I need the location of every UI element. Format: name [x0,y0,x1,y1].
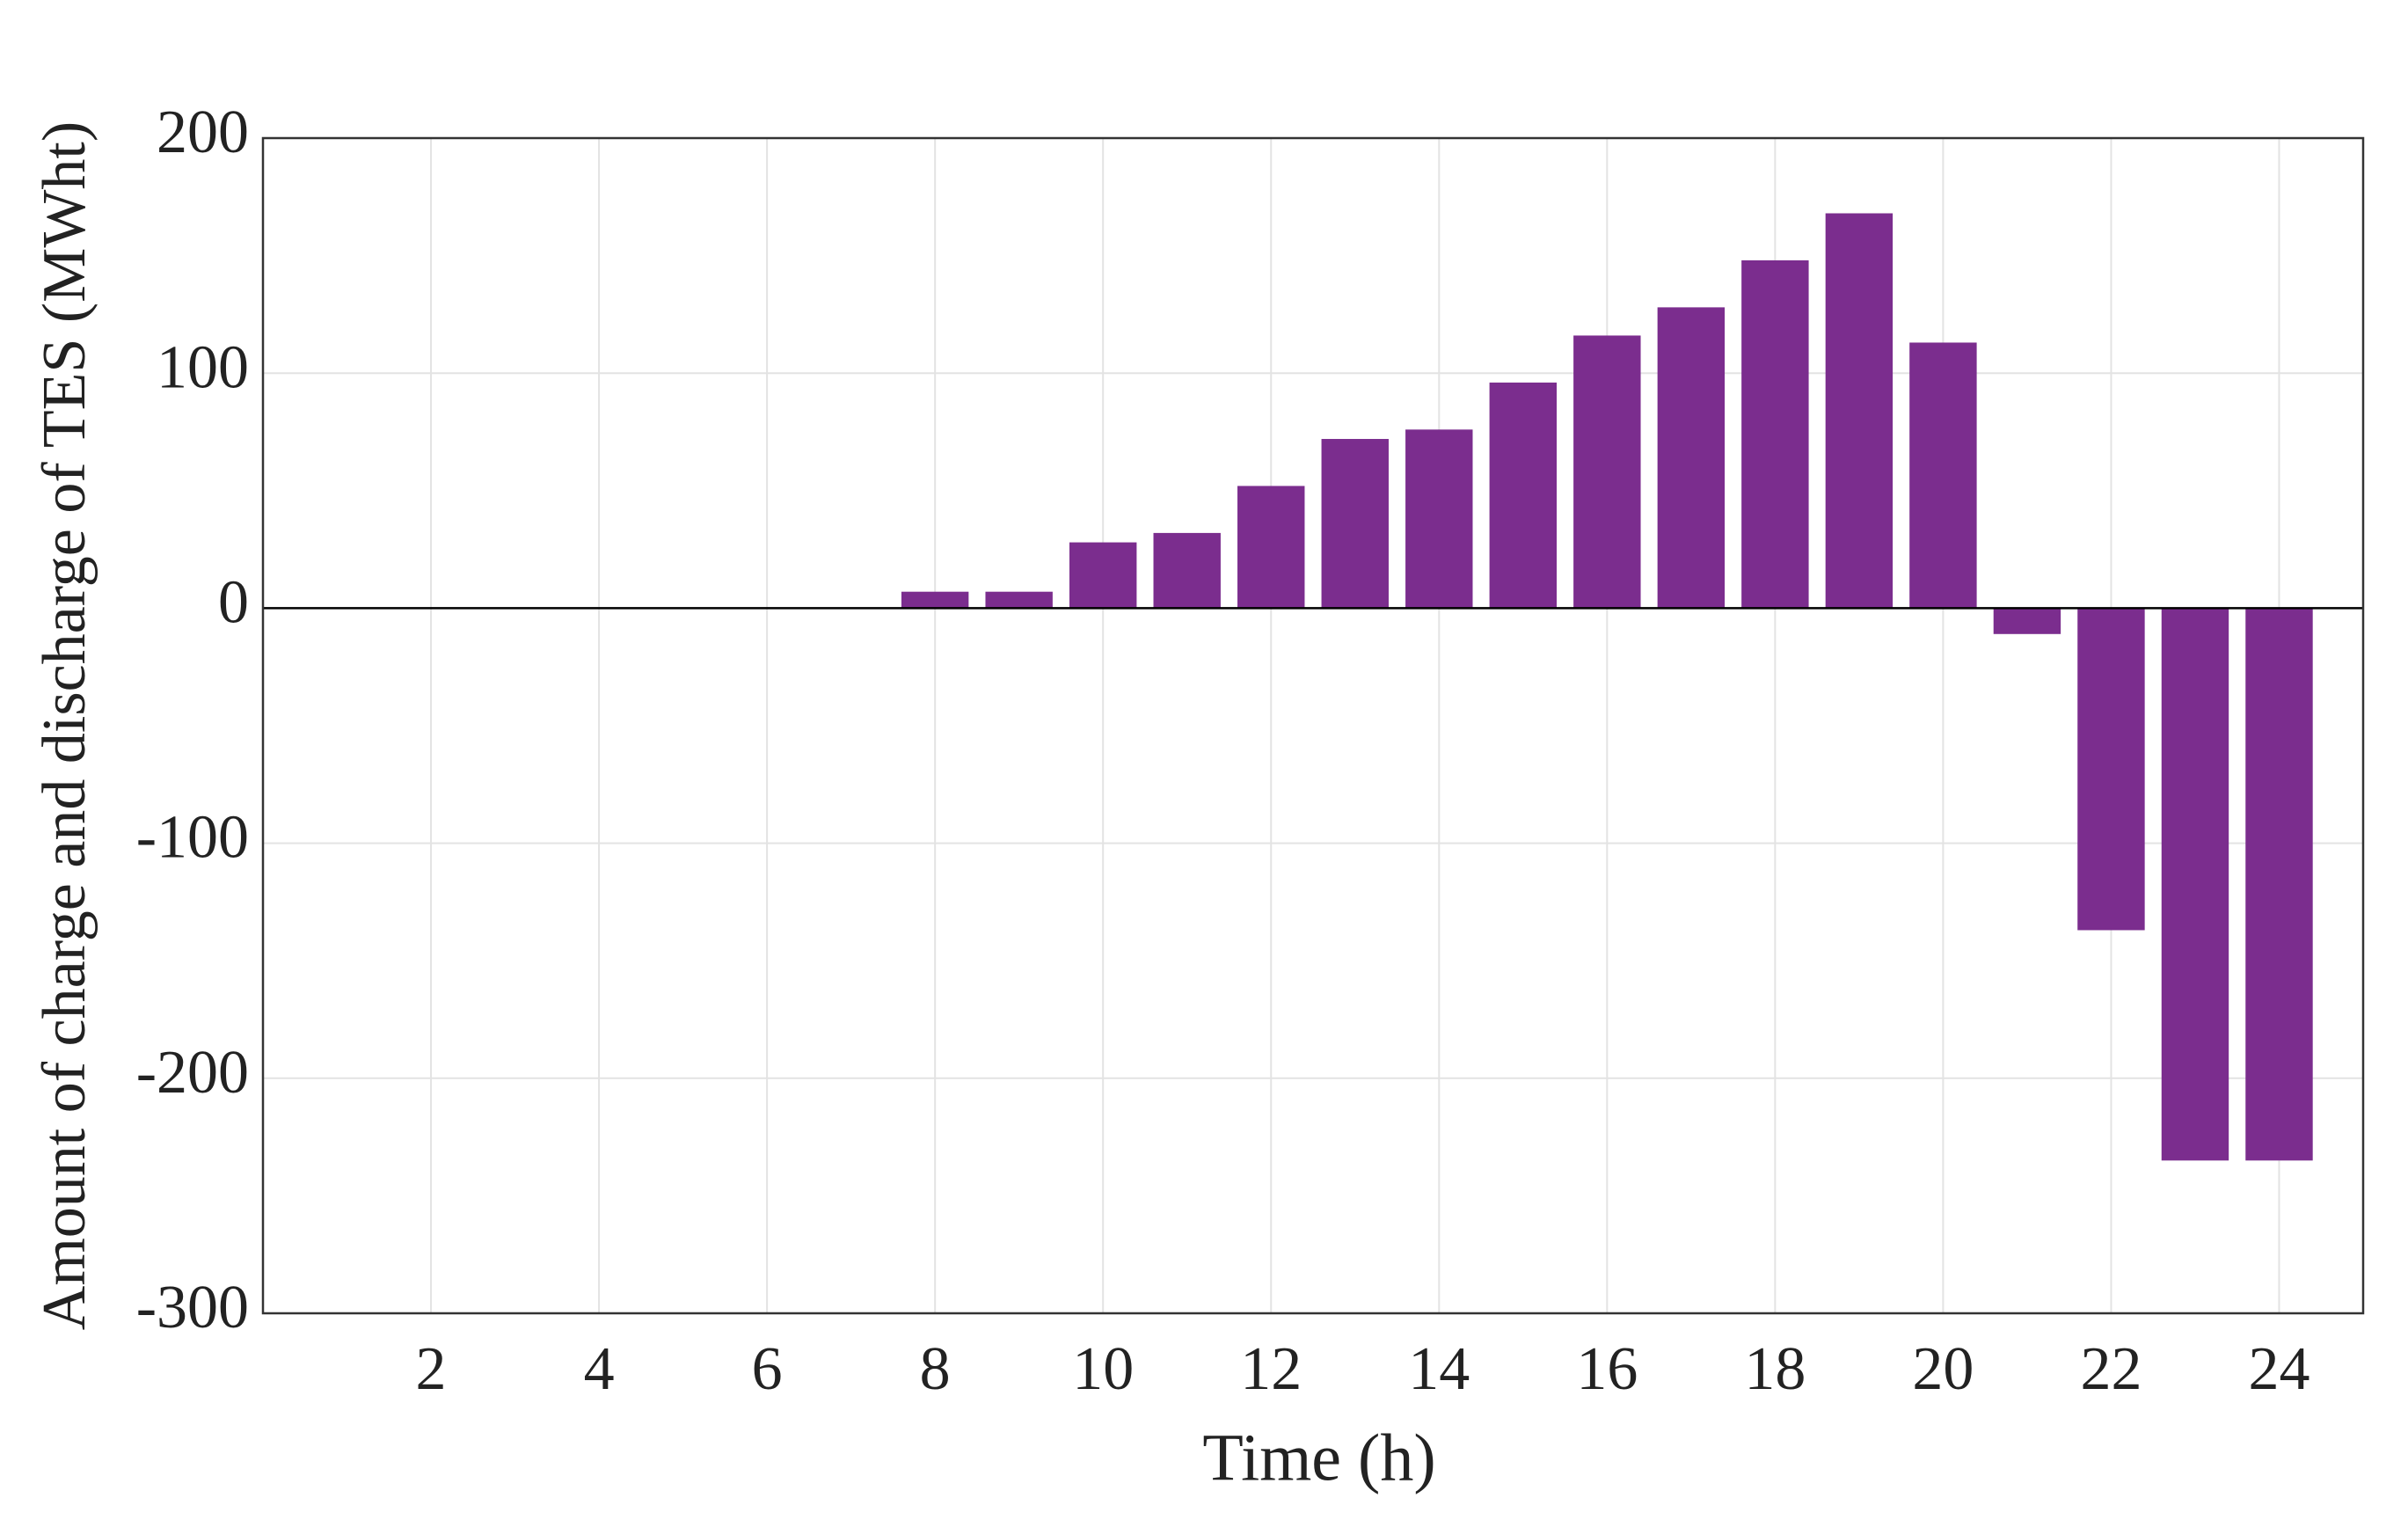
y-tick-label: -300 [136,1274,249,1341]
x-tick-label: 6 [752,1335,783,1403]
y-tick-label: 0 [218,568,249,636]
bar [1657,307,1726,609]
bar [1069,542,1137,609]
y-tick-label: -100 [136,804,249,872]
bar [1993,608,2061,634]
x-tick-label: 4 [584,1335,615,1403]
bar [1321,439,1389,609]
plot-border [261,136,2365,1315]
bar [1825,213,1894,609]
bar [1741,259,1809,609]
x-tick-label: 20 [1912,1335,1974,1403]
x-tick-label: 14 [1408,1335,1470,1403]
bar [2161,608,2229,1161]
bar [985,591,1053,609]
bar [1573,335,1641,609]
x-tick-label: 8 [920,1335,951,1403]
x-tick-label: 22 [2080,1335,2142,1403]
x-tick-label: 2 [416,1335,447,1403]
bar [901,591,969,609]
x-tick-label: 10 [1072,1335,1134,1403]
y-tick-label: 200 [157,99,249,166]
y-axis-label: Amount of charge and discharge of TES (M… [31,121,99,1330]
x-tick-label: 16 [1576,1335,1638,1403]
x-tick-label: 18 [1744,1335,1806,1403]
x-axis-label: Time (h) [1202,1421,1435,1494]
plot-area [263,138,2363,1313]
bar [1153,532,1221,609]
bar [2077,608,2145,931]
y-tick-label: -200 [136,1039,249,1107]
bar [1489,382,1558,609]
x-tick-label: 24 [2248,1335,2309,1403]
bar [2245,608,2313,1161]
bar [1909,342,1977,609]
bar [1405,429,1473,609]
y-tick-label: 100 [157,333,249,401]
x-tick-label: 12 [1240,1335,1302,1403]
bar [1237,486,1305,609]
